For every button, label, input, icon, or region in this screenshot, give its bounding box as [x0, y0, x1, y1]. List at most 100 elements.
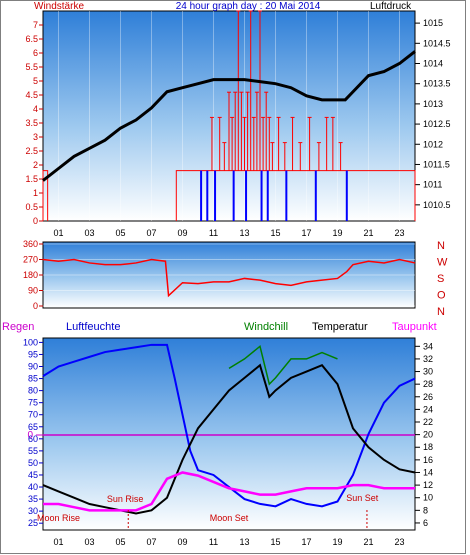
temperature-tick-label: 10: [423, 493, 433, 503]
wind-tick-label: 2: [33, 160, 38, 170]
pressure-tick-label: 1011.5: [423, 159, 450, 169]
pressure-tick-label: 1011: [423, 180, 442, 190]
humidity-tick-label: 95: [28, 349, 38, 359]
pressure-axis-title: Luftdruck: [370, 1, 412, 12]
humidity-tick-label: 40: [28, 482, 38, 492]
wind-level-segment: [42, 170, 49, 221]
hour-tick-label: 09: [177, 537, 187, 547]
humidity-tick-label: 60: [28, 434, 38, 444]
series-line-taupunkt: [43, 471, 415, 512]
compass-label: N: [437, 306, 445, 318]
humidity-tick-label: 100: [23, 337, 38, 347]
wind-tick-label: 4: [33, 104, 38, 114]
temperature-tick-label: 26: [423, 392, 433, 402]
hour-tick-label: 09: [177, 228, 187, 238]
compass-label: N: [437, 240, 445, 252]
humidity-tick-label: 70: [28, 410, 38, 420]
wind-tick-label: 4.5: [25, 90, 38, 100]
hour-tick-label: 15: [270, 228, 280, 238]
hour-tick-label: 15: [270, 537, 280, 547]
temperature-tick-label: 34: [423, 341, 433, 351]
hour-tick-label: 13: [239, 228, 249, 238]
hour-tick-label: 17: [301, 537, 311, 547]
wind-level-segment: [175, 170, 416, 221]
humidity-tick-label: 45: [28, 470, 38, 480]
temperature-axis-title: Temperatur: [312, 321, 368, 333]
temperature-tick-label: 20: [423, 430, 433, 440]
hour-tick-label: 19: [332, 228, 342, 238]
hour-tick-label: 21: [363, 228, 373, 238]
temperature-tick-label: 32: [423, 354, 433, 364]
direction-tick-label: 90: [28, 286, 38, 296]
hour-tick-label: 11: [209, 228, 218, 238]
humidity-tick-label: 30: [28, 506, 38, 516]
humidity-tick-label: 55: [28, 446, 38, 456]
hour-tick-label: 23: [394, 537, 404, 547]
wind-tick-label: 2.5: [25, 146, 38, 156]
temperature-tick-label: 6: [423, 518, 428, 528]
compass-label: O: [437, 290, 446, 302]
humidity-axis-title: Luftfeuchte: [66, 321, 120, 333]
humidity-tick-label: 90: [28, 362, 38, 372]
pressure-line: [42, 50, 416, 182]
hour-tick-label: 05: [115, 537, 125, 547]
temperature-tick-label: 8: [423, 505, 428, 515]
temperature-tick-label: 16: [423, 455, 433, 465]
temperature-tick-label: 24: [423, 404, 433, 414]
hour-tick-label: 03: [84, 537, 94, 547]
windchill-axis-title: Windchill: [244, 321, 288, 333]
temperature-tick-label: 30: [423, 367, 433, 377]
series-line-luftfeuchte: [42, 343, 416, 508]
humidity-tick-label: 75: [28, 398, 38, 408]
humidity-tick-label: 80: [28, 386, 38, 396]
wind-direction-line: [42, 258, 416, 298]
wind-tick-label: 0.5: [25, 202, 38, 212]
rain-baseline-label: 0: [27, 430, 33, 441]
pressure-tick-label: 1014.5: [423, 38, 451, 48]
humidity-tick-label: 25: [28, 518, 38, 528]
pressure-tick-label: 1015: [423, 18, 443, 28]
pressure-tick-label: 1012.5: [423, 119, 451, 129]
hour-tick-label: 05: [115, 228, 125, 238]
chart-title: 24 hour graph day : 20 Mai 2014: [176, 1, 321, 12]
compass-label: W: [437, 257, 448, 269]
wind-direction-plot-area: [42, 241, 416, 309]
humidity-tick-label: 65: [28, 422, 38, 432]
hour-tick-label: 01: [53, 537, 63, 547]
pressure-tick-label: 1012: [423, 139, 443, 149]
humidity-tick-label: 50: [28, 458, 38, 468]
hour-tick-label: 01: [53, 228, 63, 238]
wind-tick-label: 1.5: [25, 174, 38, 184]
hour-tick-label: 07: [146, 537, 156, 547]
series-line-windchill: [228, 344, 338, 386]
compass-label: S: [437, 273, 444, 285]
wind-tick-label: 5.5: [25, 62, 38, 72]
dewpoint-axis-title: Taupunkt: [392, 321, 437, 333]
hour-tick-label: 07: [146, 228, 156, 238]
pressure-tick-label: 1013.5: [423, 79, 451, 89]
temperature-tick-label: 12: [423, 480, 433, 490]
direction-tick-label: 0: [33, 301, 38, 311]
hour-tick-label: 13: [239, 537, 249, 547]
temperature-tick-label: 18: [423, 442, 433, 452]
series-line-temperatur: [42, 363, 416, 515]
direction-tick-label: 360: [23, 239, 38, 249]
humidity-tick-label: 85: [28, 374, 38, 384]
temperature-tick-label: 22: [423, 417, 433, 427]
hour-tick-label: 11: [209, 537, 218, 547]
hour-tick-label: 21: [363, 537, 373, 547]
temperature-tick-label: 14: [423, 467, 433, 477]
wind-tick-label: 6: [33, 48, 38, 58]
direction-tick-label: 180: [23, 270, 38, 280]
annotation-label: Sun Rise: [107, 494, 144, 504]
wind-tick-label: 7: [33, 20, 38, 30]
hour-tick-label: 03: [84, 228, 94, 238]
hour-tick-label: 19: [332, 537, 342, 547]
temperature-tick-label: 28: [423, 379, 433, 389]
rain-axis-title: Regen: [2, 321, 34, 333]
hour-tick-label: 17: [301, 228, 311, 238]
pressure-tick-label: 1010.5: [423, 200, 451, 210]
wind-tick-label: 1: [33, 188, 38, 198]
